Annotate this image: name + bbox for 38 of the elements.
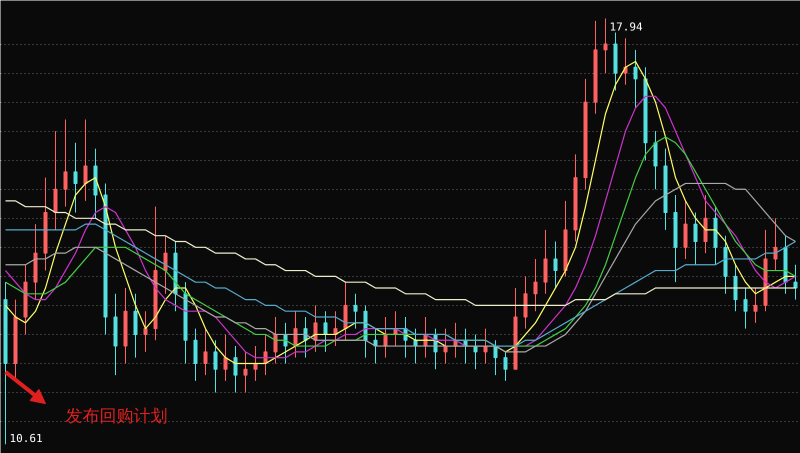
candlestick xyxy=(204,328,208,376)
candlestick xyxy=(244,351,248,394)
candlestick xyxy=(134,293,138,358)
candlestick xyxy=(224,334,228,382)
candlestick xyxy=(604,18,608,74)
candlestick xyxy=(544,229,548,294)
candlestick xyxy=(444,328,448,364)
candlestick xyxy=(214,340,218,394)
candlestick xyxy=(774,218,778,272)
candlestick xyxy=(504,351,508,382)
candlestick xyxy=(144,310,148,352)
candlestick xyxy=(654,130,658,190)
candlestick xyxy=(754,287,758,324)
candlestick xyxy=(524,276,528,330)
candlestick xyxy=(344,282,348,341)
candlestick xyxy=(64,119,68,208)
candlestick xyxy=(474,334,478,370)
candlestick xyxy=(234,346,238,394)
candlestick xyxy=(734,264,738,312)
candlestick xyxy=(704,194,708,254)
candlestick xyxy=(54,130,58,230)
candlestick xyxy=(634,49,638,108)
candlestick xyxy=(694,212,698,266)
annotation: 10.61 xyxy=(10,432,43,446)
candlestick xyxy=(744,287,748,330)
candlestick xyxy=(324,310,328,352)
candlestick xyxy=(554,241,558,288)
candlestick xyxy=(794,264,798,300)
candlestick xyxy=(194,328,198,382)
candlestick xyxy=(84,119,88,202)
candlestick xyxy=(354,293,358,330)
candlestick xyxy=(254,346,258,382)
candlestick xyxy=(534,258,538,312)
candlestick xyxy=(74,142,78,213)
candlestick xyxy=(484,328,488,364)
annotation: 发布回购计划 xyxy=(66,406,168,426)
annotation: 17.94 xyxy=(610,20,643,34)
candlestick xyxy=(684,200,688,260)
